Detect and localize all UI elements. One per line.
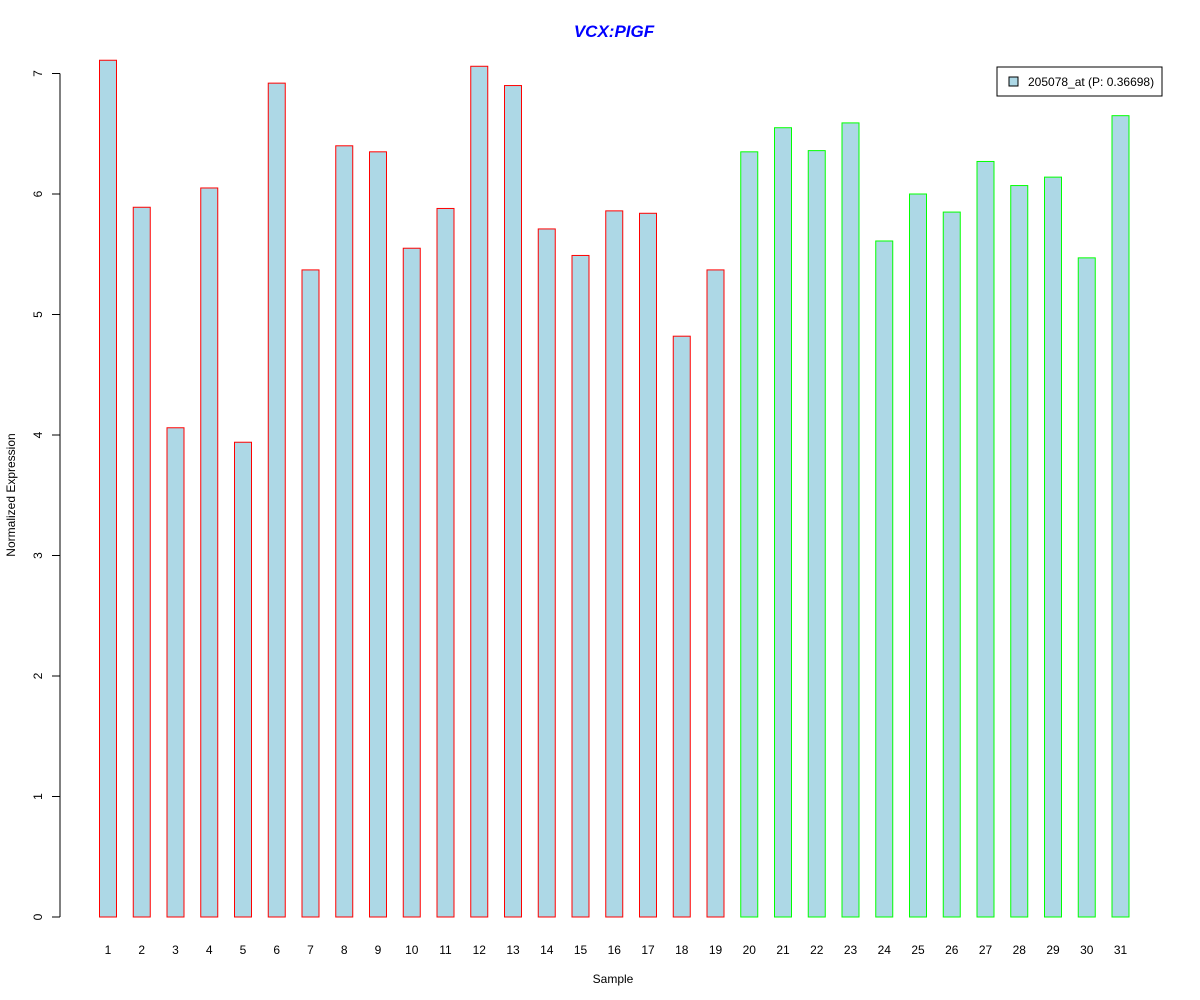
bar-24 (875, 240, 894, 918)
x-tick-label: 18 (675, 943, 689, 957)
bar-15 (571, 254, 590, 918)
bar-21 (774, 127, 792, 918)
x-tick-label: 25 (911, 943, 925, 957)
x-tick-label: 27 (979, 943, 993, 957)
bar-5 (234, 441, 252, 918)
y-tick-label: 2 (31, 672, 45, 679)
x-tick-label: 16 (608, 943, 622, 957)
bar-20 (740, 151, 759, 918)
bar-18 (672, 335, 691, 918)
bar-10 (402, 247, 421, 918)
bar-25 (909, 193, 927, 918)
bar-1 (99, 59, 117, 918)
x-tick-label: 12 (473, 943, 487, 957)
bar-9 (369, 151, 387, 918)
x-tick-label: 6 (273, 943, 280, 957)
x-tick-label: 3 (172, 943, 179, 957)
x-tick-label: 8 (341, 943, 348, 957)
x-tick-label: 7 (307, 943, 314, 957)
y-tick-label: 0 (31, 913, 45, 920)
bar-14 (537, 228, 556, 918)
y-tick-label: 1 (31, 793, 45, 800)
bar-4 (200, 187, 219, 918)
bar-8 (335, 145, 354, 918)
bar-16 (605, 210, 624, 918)
x-tick-label: 13 (506, 943, 520, 957)
x-tick-label: 19 (709, 943, 723, 957)
y-tick-label: 3 (31, 552, 45, 559)
y-axis-label: Normalized Expression (4, 433, 18, 556)
bar-23 (841, 122, 860, 918)
bar-26 (942, 211, 961, 918)
bar-2 (132, 206, 151, 918)
chart-title: VCX:PIGF (574, 22, 655, 41)
x-tick-label: 29 (1046, 943, 1060, 957)
x-tick-label: 5 (240, 943, 247, 957)
x-tick-label: 1 (105, 943, 112, 957)
legend: 205078_at (P: 0.36698) (996, 66, 1163, 97)
x-axis: 1 2 3 4 5 6 7 8 9 10 11 12 13 14 15 16 17 18 19 20 21 22 23 24 2… (105, 943, 1128, 957)
x-tick-label: 9 (375, 943, 382, 957)
y-tick-label: 7 (31, 70, 45, 77)
x-tick-label: 24 (878, 943, 892, 957)
bar-31 (1111, 115, 1130, 918)
bar-22 (807, 150, 826, 918)
bar-29 (1044, 176, 1062, 918)
x-tick-label: 17 (641, 943, 655, 957)
x-tick-label: 31 (1114, 943, 1128, 957)
x-axis-label: Sample (593, 972, 634, 986)
y-tick-label: 4 (31, 431, 45, 438)
x-tick-label: 20 (743, 943, 757, 957)
bar-7 (301, 269, 320, 918)
bar-19 (706, 269, 725, 918)
x-tick-label: 4 (206, 943, 213, 957)
bar-6 (267, 82, 286, 918)
bars (99, 59, 1130, 918)
x-tick-label: 23 (844, 943, 858, 957)
bar-28 (1010, 185, 1029, 918)
x-tick-label: 28 (1013, 943, 1027, 957)
y-tick-label: 5 (31, 311, 45, 318)
bar-12 (470, 65, 489, 918)
legend-swatch (1008, 76, 1019, 87)
x-tick-label: 10 (405, 943, 419, 957)
bar-11 (436, 207, 455, 918)
x-tick-label: 26 (945, 943, 959, 957)
bar-17 (639, 212, 657, 918)
legend-label: 205078_at (P: 0.36698) (1028, 75, 1154, 89)
x-tick-label: 15 (574, 943, 588, 957)
y-tick-label: 6 (31, 190, 45, 197)
x-tick-label: 21 (776, 943, 790, 957)
bar-27 (976, 160, 995, 918)
x-tick-label: 30 (1080, 943, 1094, 957)
x-tick-label: 2 (138, 943, 145, 957)
x-tick-label: 22 (810, 943, 824, 957)
bar-13 (504, 85, 522, 918)
bar-30 (1077, 257, 1096, 918)
x-tick-label: 14 (540, 943, 554, 957)
bar-3 (166, 427, 185, 918)
y-axis: 0 1 2 3 4 5 6 7 (31, 70, 61, 920)
legend-box (996, 66, 1163, 97)
x-tick-label: 11 (439, 943, 452, 957)
